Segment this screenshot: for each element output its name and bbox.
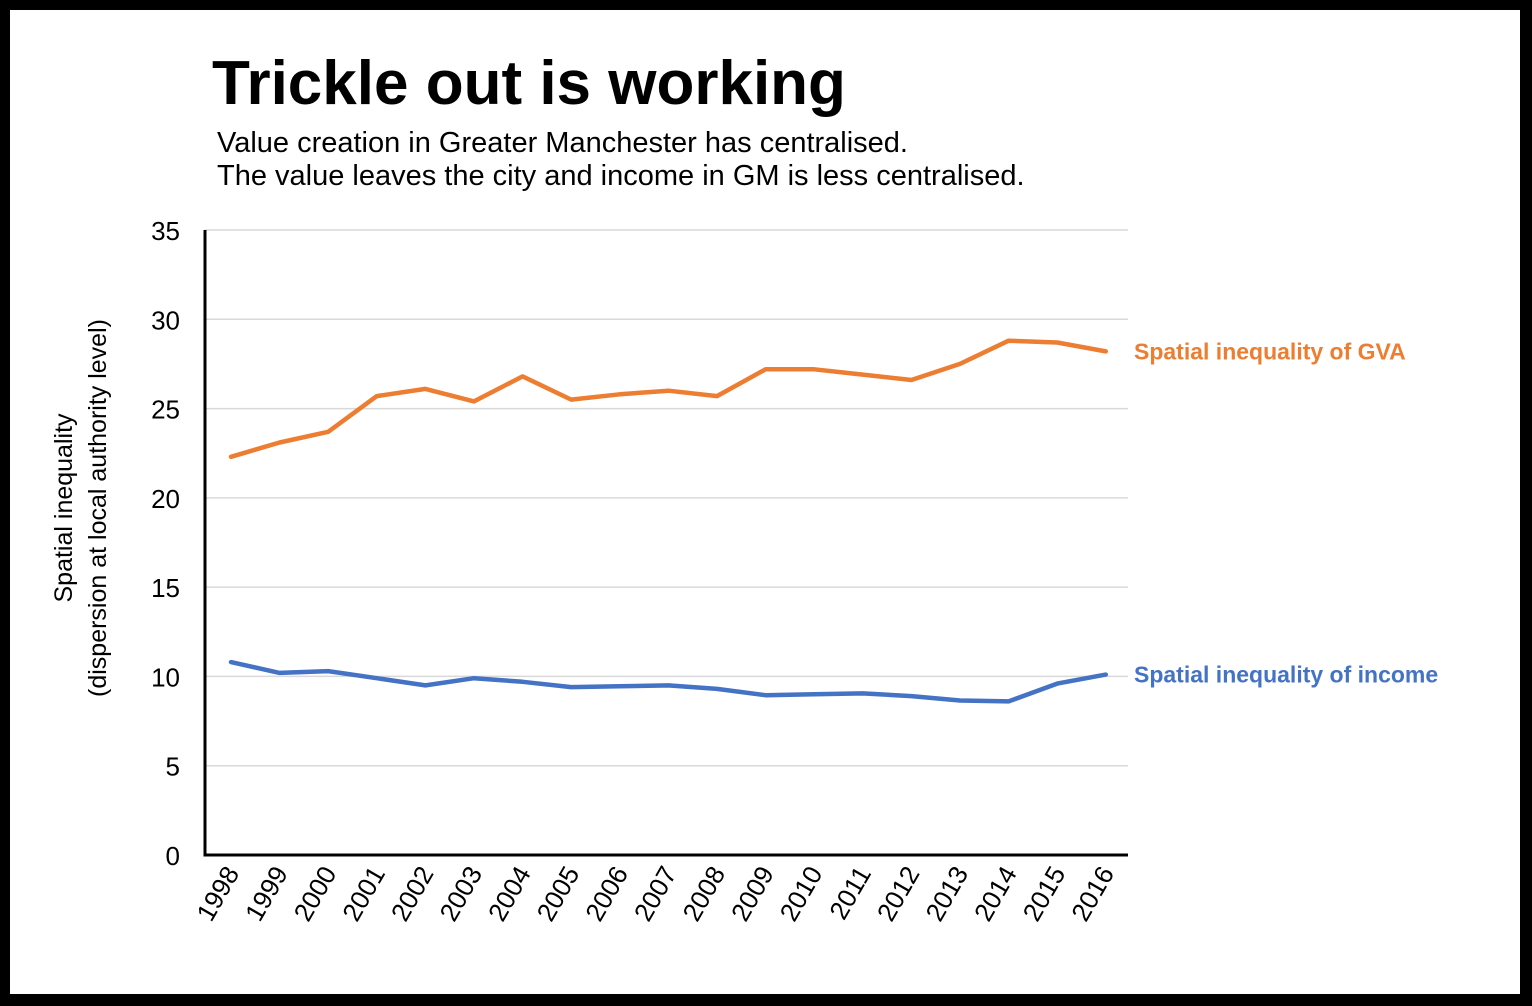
y-axis-title-line-1: Spatial inequality bbox=[50, 413, 78, 603]
x-tick-label-2000: 2000 bbox=[287, 861, 342, 926]
x-tick-label-2010: 2010 bbox=[773, 861, 828, 926]
series-line-income bbox=[228, 659, 1109, 704]
x-tick-label-2015: 2015 bbox=[1016, 861, 1071, 926]
chart-subtitle-line-2: The value leaves the city and income in … bbox=[217, 160, 1025, 192]
x-tick-label-2004: 2004 bbox=[482, 861, 537, 926]
chart-frame: Trickle out is working Value creation in… bbox=[10, 10, 1520, 994]
x-tick-label-2011: 2011 bbox=[823, 861, 877, 924]
y-tick-label-0: 0 bbox=[166, 841, 180, 871]
x-tick-label-2003: 2003 bbox=[433, 861, 488, 926]
x-tick-label-2008: 2008 bbox=[676, 861, 731, 926]
x-tick-label-2009: 2009 bbox=[725, 861, 780, 926]
x-tick-label-2007: 2007 bbox=[628, 861, 683, 926]
label-gva-series: Spatial inequality of GVA bbox=[1134, 338, 1406, 364]
y-axis-title-line-2: (dispersion at local authority level) bbox=[84, 319, 112, 697]
x-tick-label-1999: 1999 bbox=[239, 861, 294, 926]
y-tick-label-10: 10 bbox=[151, 662, 180, 692]
x-tick-label-2006: 2006 bbox=[579, 861, 634, 926]
series-line-gva bbox=[228, 338, 1109, 460]
chart-title: Trickle out is working bbox=[212, 49, 846, 118]
y-tick-label-15: 15 bbox=[151, 573, 180, 603]
x-tick-label-2014: 2014 bbox=[968, 861, 1023, 926]
y-tick-label-25: 25 bbox=[151, 395, 180, 425]
x-tick-label-2012: 2012 bbox=[871, 861, 926, 926]
x-tick-label-2002: 2002 bbox=[385, 861, 440, 926]
y-tick-label-35: 35 bbox=[151, 216, 180, 246]
line-chart: 0510152025303519981999200020012002200320… bbox=[50, 216, 1438, 926]
label-income-series: Spatial inequality of income bbox=[1134, 662, 1438, 688]
x-tick-label-1998: 1998 bbox=[190, 861, 245, 926]
x-tick-label-2013: 2013 bbox=[919, 861, 974, 926]
x-tick-label-2001: 2001 bbox=[336, 861, 391, 926]
y-tick-label-5: 5 bbox=[166, 752, 180, 782]
y-tick-label-20: 20 bbox=[151, 484, 180, 514]
y-tick-label-30: 30 bbox=[151, 305, 180, 335]
x-tick-label-2005: 2005 bbox=[530, 861, 585, 926]
x-tick-label-2016: 2016 bbox=[1065, 861, 1120, 926]
chart-subtitle-line-1: Value creation in Greater Manchester has… bbox=[217, 127, 908, 159]
